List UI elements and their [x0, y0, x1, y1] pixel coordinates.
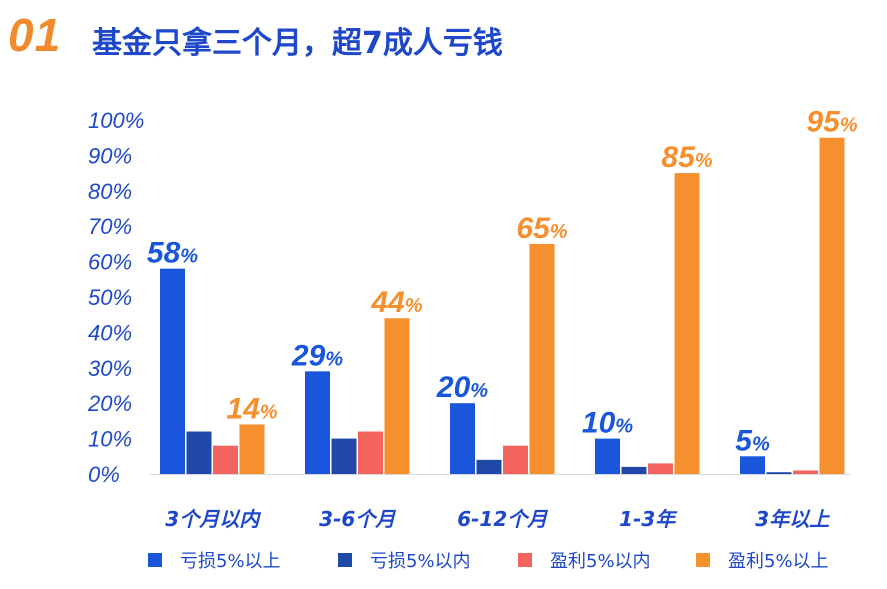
y-tick-label: 50% [88, 285, 132, 310]
chart-header: 01 基金只拿三个月，超7成人亏钱 [8, 8, 868, 68]
legend-item: 亏损5%以内 [338, 548, 471, 572]
y-tick-label: 90% [88, 143, 132, 168]
bar [239, 424, 265, 474]
chart-title: 基金只拿三个月，超7成人亏钱 [92, 26, 503, 61]
legend-label: 盈利5%以内 [550, 551, 651, 572]
section-number: 01 [8, 9, 62, 61]
y-tick-label: 10% [88, 427, 132, 452]
chart-legend: 亏损5%以上 亏损5%以内 盈利5%以内 盈利5%以上 [148, 548, 868, 572]
legend-label: 亏损5%以内 [370, 551, 471, 572]
bar [476, 459, 502, 474]
bar [186, 431, 212, 474]
category-label: 3-6个月 [319, 507, 396, 531]
bar [674, 173, 700, 474]
bar [305, 371, 330, 474]
category-label: 6-12个月 [457, 507, 548, 531]
y-tick-label: 60% [88, 250, 132, 275]
legend-swatch [148, 553, 162, 567]
bar [213, 445, 238, 474]
y-tick-label: 40% [88, 320, 132, 345]
bar [358, 431, 383, 474]
y-tick-label: 20% [87, 391, 132, 416]
bar [740, 456, 765, 474]
bar [384, 318, 410, 474]
bar [450, 403, 475, 474]
data-label: 85% [661, 141, 712, 174]
bar [819, 137, 845, 474]
bar [793, 470, 818, 474]
y-tick-label: 0% [88, 462, 120, 487]
bar [648, 463, 673, 474]
legend-item: 盈利5%以内 [518, 548, 651, 572]
y-tick-label: 30% [88, 356, 132, 381]
legend-swatch [696, 553, 710, 567]
legend-swatch [338, 553, 352, 567]
bar [503, 445, 528, 474]
legend-label: 亏损5%以上 [180, 551, 281, 572]
legend-item: 亏损5%以上 [148, 548, 281, 572]
category-label: 3个月以内 [165, 507, 261, 531]
legend-label: 盈利5%以上 [728, 551, 829, 572]
data-label: 44% [370, 286, 422, 319]
bar [595, 438, 620, 474]
bar [331, 438, 357, 474]
legend-item: 盈利5%以上 [696, 548, 829, 572]
bar [160, 268, 185, 474]
category-label: 1-3年 [619, 507, 678, 531]
y-tick-label: 100% [88, 108, 144, 133]
category-label: 3年以上 [755, 507, 830, 531]
y-tick-label: 70% [88, 214, 132, 239]
data-label: 5% [735, 424, 770, 457]
bar [529, 243, 555, 474]
bar [766, 472, 792, 474]
legend-swatch [518, 553, 532, 567]
data-label: 29% [291, 339, 343, 372]
data-label: 65% [516, 212, 567, 245]
data-label: 14% [226, 392, 277, 425]
bar [621, 466, 647, 474]
data-label: 58% [147, 237, 198, 270]
data-label: 20% [436, 371, 488, 404]
y-tick-label: 80% [88, 179, 132, 204]
data-label: 95% [806, 106, 857, 139]
data-label: 10% [582, 407, 633, 440]
